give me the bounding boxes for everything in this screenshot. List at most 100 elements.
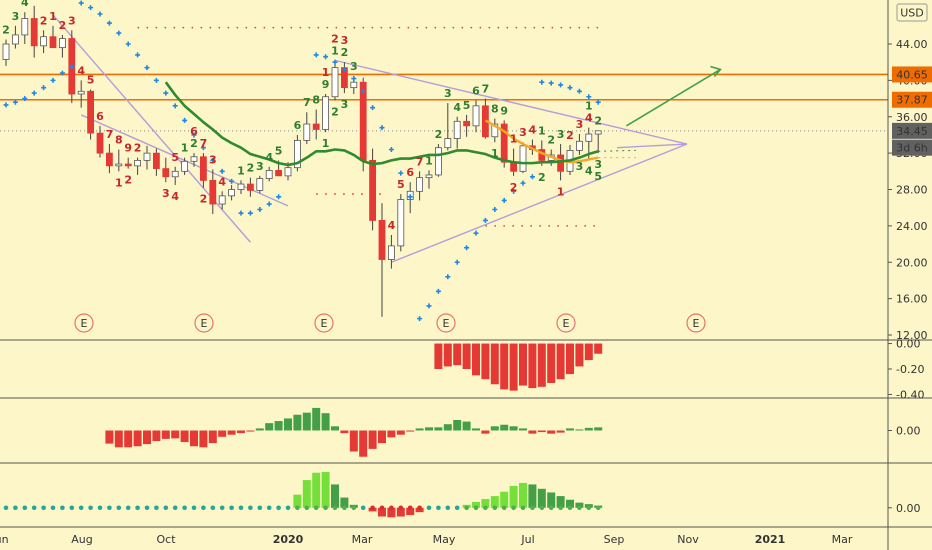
candle-body [96,132,104,154]
indicator-bar [415,428,424,431]
candle-body [181,160,189,172]
earnings-marker [314,313,334,333]
indicator-bar [171,430,180,439]
indicator-bar [481,430,490,434]
sar-marker [360,88,366,94]
earnings-marker-label: E [443,317,450,330]
time-tick-label: Oct [156,533,176,546]
candle-body [49,36,57,49]
squeeze-dot [304,505,310,511]
candle-body [576,140,583,151]
sequential-count-label: 5 [594,170,602,183]
sequential-count-label: 8 [491,103,499,116]
indicator-bar [472,501,480,508]
sar-marker [12,99,18,105]
squeeze-dot [219,505,225,511]
sequential-count-label: 3 [576,160,584,173]
candle-body [322,96,330,130]
indicator-bar [584,427,593,431]
indicator-bar [528,484,537,508]
indicator-bar [312,472,321,508]
indicator-bar [406,507,415,516]
candle-body [77,90,85,95]
trend-line [52,14,251,243]
indicator-bar [509,426,518,431]
sar-marker [106,20,112,26]
indicator-bar [537,343,546,387]
indicator-bar [490,426,499,431]
sar-marker [482,217,488,223]
squeeze-dot [191,505,197,511]
sar-marker [69,64,75,70]
indicator-bar [519,428,527,431]
sar-marker [511,188,517,194]
time-tick-label: Jul [520,533,534,546]
indicator-bar [255,428,264,431]
indicator-bar [556,430,565,433]
indicator-bar [500,491,509,508]
indicator-bar [453,420,462,431]
sequential-count-label: 2 [190,137,198,150]
currency-label: USD [900,7,924,20]
sar-marker [558,82,564,88]
indicator-bar [246,430,255,432]
sequential-count-label: 5 [397,178,405,191]
sequential-count-label: 1 [510,133,518,146]
candle-body [453,120,461,139]
sar-marker [125,41,131,47]
indicator-bar [133,430,142,447]
sequential-count-label: 2 [134,142,142,155]
indicator-bar [434,343,443,369]
indicator-bar [331,484,339,508]
sequential-count-label: 3 [444,87,452,100]
earnings-marker [74,313,94,333]
time-tick-label: Sep [604,533,625,546]
candle-body [275,170,283,177]
sequential-count-label: 2 [200,193,208,206]
earnings-marker-label: E [201,317,208,330]
indicator-bar [387,430,396,438]
sar-marker [116,30,122,36]
earnings-marker-label: E [81,317,88,330]
candle-body [519,145,527,172]
sequential-count-label: 2 [124,174,132,187]
price-badge-label: 37.87 [896,94,928,107]
candle-body [585,133,593,142]
squeeze-dot [530,505,535,511]
squeeze-dot [389,505,394,511]
indicator-bar [321,413,330,431]
squeeze-dot [558,505,563,511]
sar-marker [22,96,28,102]
sar-marker [97,11,103,17]
sequential-count-label: 2 [594,114,602,127]
sequential-count-label: 5 [275,144,283,157]
time-tick-label: Aug [71,533,92,546]
indicator-bar [152,430,161,441]
indicator-bar [378,430,386,444]
squeeze-dot [492,505,498,511]
indicator-tick-label: -0.40 [896,388,924,401]
squeeze-dot [417,505,422,511]
candle-body [397,199,405,247]
price-tick-label: 20.00 [896,256,928,269]
projection-arrow [625,68,721,127]
indicator-bar [537,430,546,433]
indicator-bar [462,343,471,369]
squeeze-dot [13,505,18,511]
indicator-bar [161,430,170,439]
squeeze-dot [41,505,46,511]
currency-badge[interactable] [896,3,928,22]
sequential-count-label: 6 [96,110,104,123]
squeeze-dot [50,505,56,511]
squeeze-dot [445,505,451,511]
candle-body [115,163,123,167]
earnings-marker-label: E [693,317,700,330]
candle-body [284,167,292,177]
sequential-count-label: 4 [453,101,461,114]
sar-marker [576,88,582,94]
sar-marker [539,79,545,85]
indicator-bar [302,480,311,508]
sequential-count-label: 8 [115,133,123,146]
trend-line [616,143,688,149]
